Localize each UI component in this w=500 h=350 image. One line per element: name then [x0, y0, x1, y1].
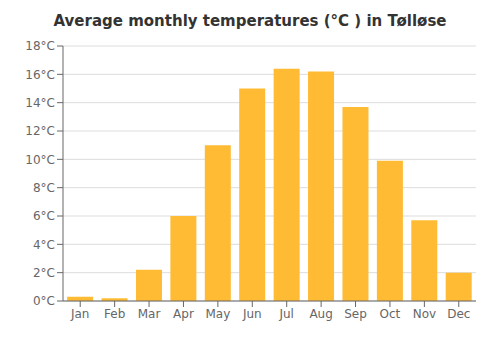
svg-text:May: May: [205, 307, 230, 321]
svg-text:6°C: 6°C: [33, 209, 55, 223]
svg-text:Jul: Jul: [278, 307, 293, 321]
svg-text:8°C: 8°C: [33, 181, 55, 195]
svg-text:Oct: Oct: [380, 307, 401, 321]
svg-text:Feb: Feb: [104, 307, 125, 321]
svg-text:12°C: 12°C: [25, 124, 55, 138]
svg-text:18°C: 18°C: [25, 39, 55, 53]
svg-text:Nov: Nov: [413, 307, 436, 321]
svg-text:Sep: Sep: [344, 307, 367, 321]
svg-text:4°C: 4°C: [33, 238, 55, 252]
svg-text:Dec: Dec: [447, 307, 470, 321]
svg-text:Apr: Apr: [173, 307, 194, 321]
svg-text:Jan: Jan: [70, 307, 90, 321]
svg-text:Jun: Jun: [242, 307, 262, 321]
html-text:Average monthly temperatures (: Average monthly temperatures (°C ) in Tø…: [53, 12, 447, 30]
svg-text:10°C: 10°C: [25, 153, 55, 167]
svg-text:Mar: Mar: [138, 307, 161, 321]
svg-text:14°C: 14°C: [25, 96, 55, 110]
svg-text:16°C: 16°C: [25, 68, 55, 82]
svg-text:Aug: Aug: [309, 307, 332, 321]
svg-text:2°C: 2°C: [33, 266, 55, 280]
svg-text:0°C: 0°C: [33, 294, 55, 308]
